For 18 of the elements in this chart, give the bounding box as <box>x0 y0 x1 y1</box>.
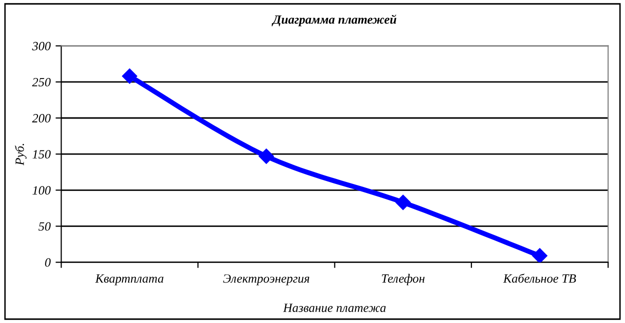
y-tick-label: 200 <box>32 114 51 122</box>
y-axis-title: Руб. <box>14 144 27 166</box>
x-tick-label: Электроэнергия <box>223 274 310 286</box>
x-tick-label: Квартплата <box>95 274 164 286</box>
point <box>258 148 274 164</box>
y-tick-label: 300 <box>32 42 51 50</box>
point <box>395 194 411 210</box>
point <box>122 68 138 84</box>
x-tick-label: Телефон <box>382 274 425 286</box>
point <box>532 248 548 262</box>
y-tick-label: 0 <box>45 258 51 267</box>
y-tick-label: 150 <box>32 150 51 159</box>
x-tick-label: Кабельное ТВ <box>503 274 576 283</box>
y-tick-label: 250 <box>32 78 51 86</box>
y-tick-label: 50 <box>38 222 51 231</box>
y-tick-label: 100 <box>32 186 51 195</box>
x-axis-title: Название платежа <box>283 304 386 312</box>
chart-title: Диаграмма платежей <box>272 14 396 26</box>
